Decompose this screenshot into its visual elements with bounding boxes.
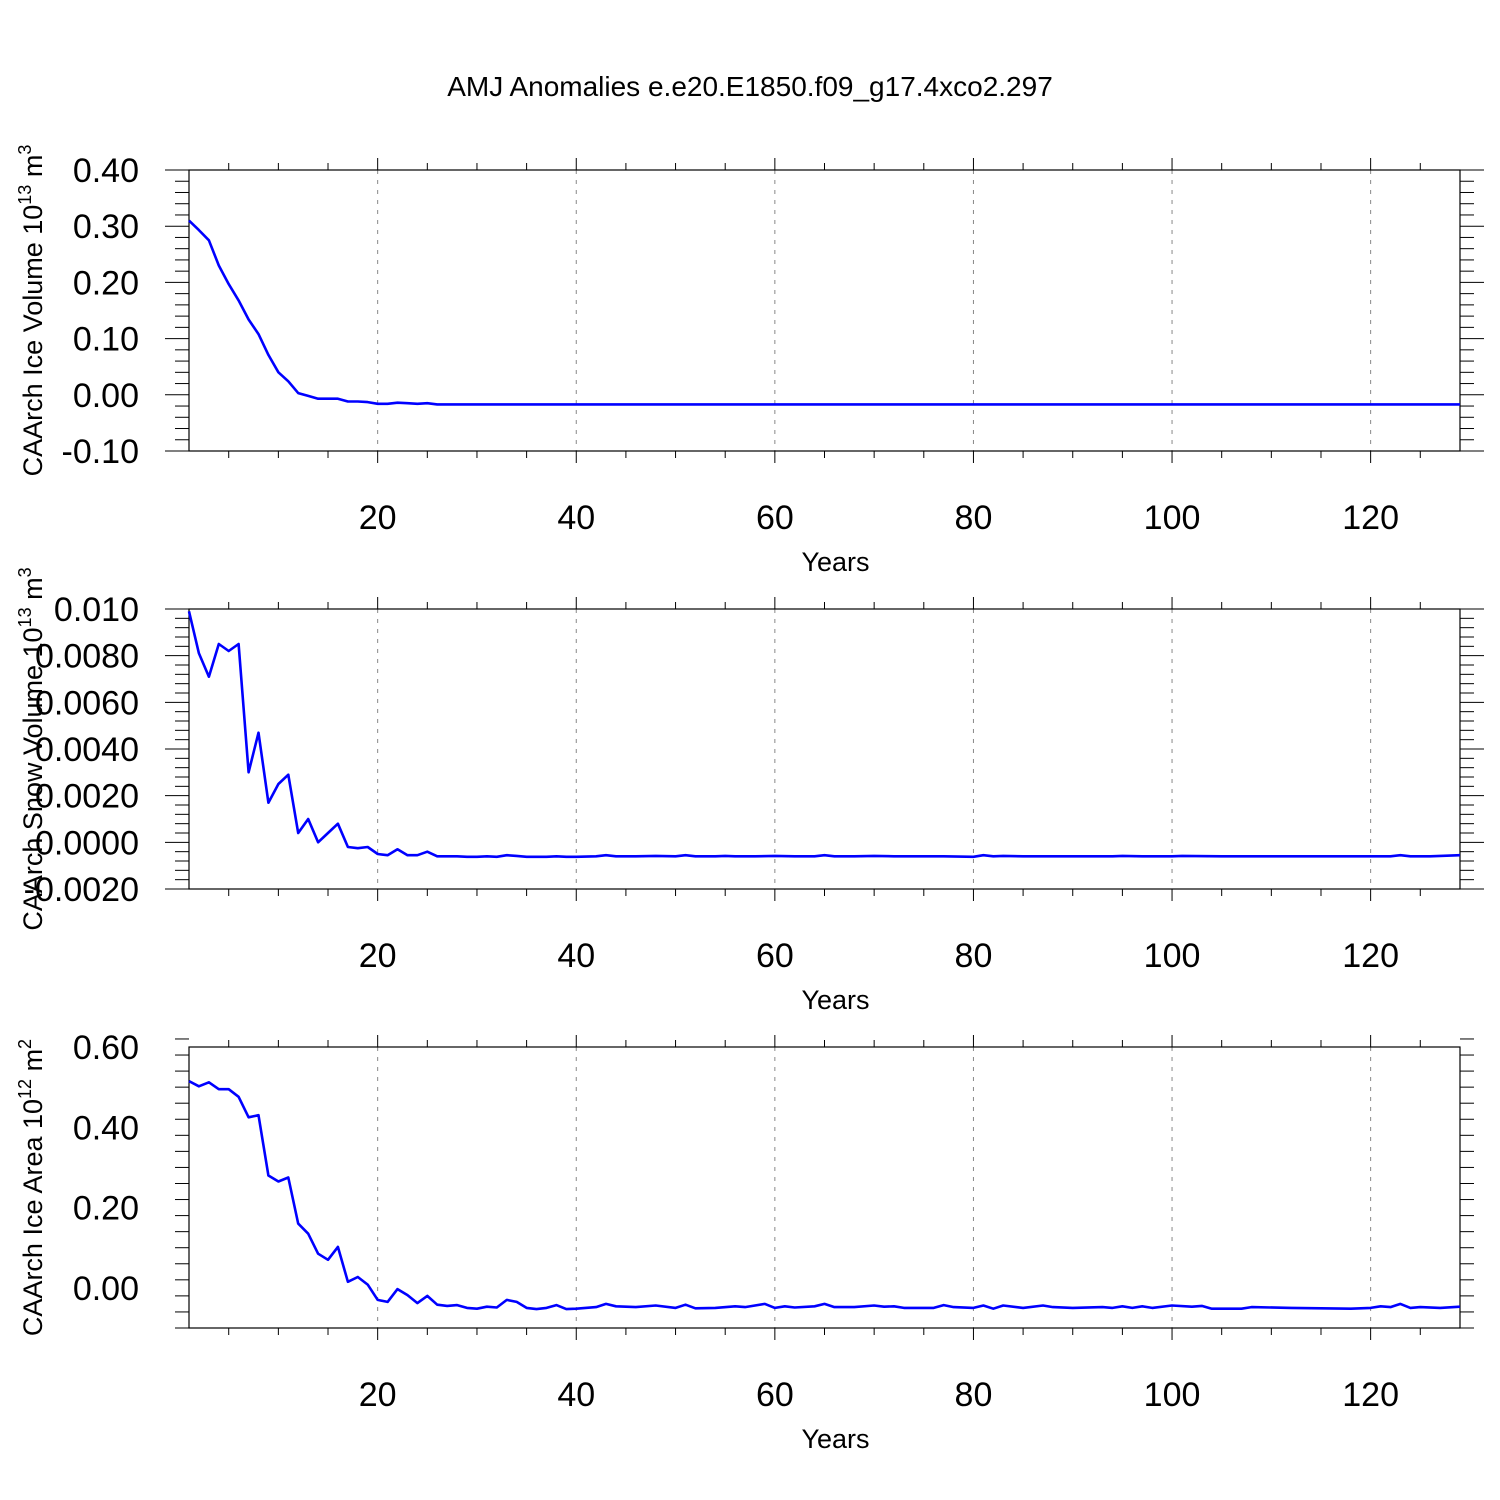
x-tick-label: 60 xyxy=(756,1376,794,1414)
y-axis-label: CAArch Snow Volume 1013 m3 xyxy=(15,567,48,930)
y-tick-label: 0.0000 xyxy=(35,824,139,862)
x-axis-label: Years xyxy=(801,985,869,1015)
panel-ice-volume: 20 40 60 80 100 120 -0.10 0.00 0.10 0.20 0.30 0.40 Y… xyxy=(15,145,1484,577)
x-axis-label: Years xyxy=(801,547,869,577)
x-tick-label: 20 xyxy=(359,937,397,975)
y-axis-label: CAArch Ice Volume 1013 m3 xyxy=(15,145,48,477)
x-tick-label: 100 xyxy=(1144,499,1201,537)
x-tick-label: 120 xyxy=(1342,937,1399,975)
y-tick-label: 0.0040 xyxy=(35,731,139,769)
x-tick-label: 60 xyxy=(756,499,794,537)
x-tick-label: 40 xyxy=(557,937,595,975)
plot-frame xyxy=(188,169,1461,452)
x-tick-label: 100 xyxy=(1144,1376,1201,1414)
y-tick-label: 0.30 xyxy=(73,208,139,246)
y-tick-label: 0.20 xyxy=(73,264,139,302)
x-tick-label: 60 xyxy=(756,937,794,975)
y-axis-label: CAArch Ice Area 1012 m2 xyxy=(15,1039,48,1336)
panel-snow-volume: 20 40 60 80 100 120 -0.0020 0.0000 0.0020 0.0040 0… xyxy=(15,567,1484,1015)
figure-title: AMJ Anomalies e.e20.E1850.f09_g17.4xco2.… xyxy=(447,71,1053,102)
y-tick-label: 0.10 xyxy=(73,321,139,359)
y-tick-label: 0.40 xyxy=(73,1109,139,1147)
y-tick-label: 0.20 xyxy=(73,1190,139,1228)
y-tick-label: 0.00 xyxy=(73,377,139,415)
plot-frame xyxy=(188,1046,1461,1329)
series-line-0 xyxy=(188,1079,1461,1311)
x-tick-label: 80 xyxy=(955,937,993,975)
y-tick-label: 0.0020 xyxy=(35,778,139,816)
x-tick-label: 40 xyxy=(557,1376,595,1414)
plot-frame xyxy=(188,608,1461,890)
y-tick-label: 0.60 xyxy=(73,1029,139,1067)
x-tick-label: 20 xyxy=(359,1376,397,1414)
y-tick-label: 0.0080 xyxy=(35,638,139,676)
series-line-0 xyxy=(187,611,1461,859)
y-tick-label: 0.40 xyxy=(73,152,139,190)
x-tick-label: 20 xyxy=(359,499,397,537)
y-tick-label: -0.0020 xyxy=(24,871,139,909)
y-tick-label: 0.010 xyxy=(54,591,139,629)
y-tick-label: 0.0060 xyxy=(35,684,139,722)
x-tick-label: 40 xyxy=(557,499,595,537)
x-tick-label: 100 xyxy=(1144,937,1201,975)
series-line-0 xyxy=(188,219,1460,406)
y-tick-label: 0.00 xyxy=(73,1270,139,1308)
x-tick-label: 80 xyxy=(955,499,993,537)
y-tick-label: -0.10 xyxy=(62,433,140,471)
x-tick-label: 80 xyxy=(955,1376,993,1414)
x-tick-label: 120 xyxy=(1342,499,1399,537)
panel-ice-area: 20 40 60 80 100 120 0.00 0.20 0.40 0.60 Years CAArc… xyxy=(15,1029,1474,1454)
x-tick-label: 120 xyxy=(1342,1376,1399,1414)
x-axis-label: Years xyxy=(801,1424,869,1454)
